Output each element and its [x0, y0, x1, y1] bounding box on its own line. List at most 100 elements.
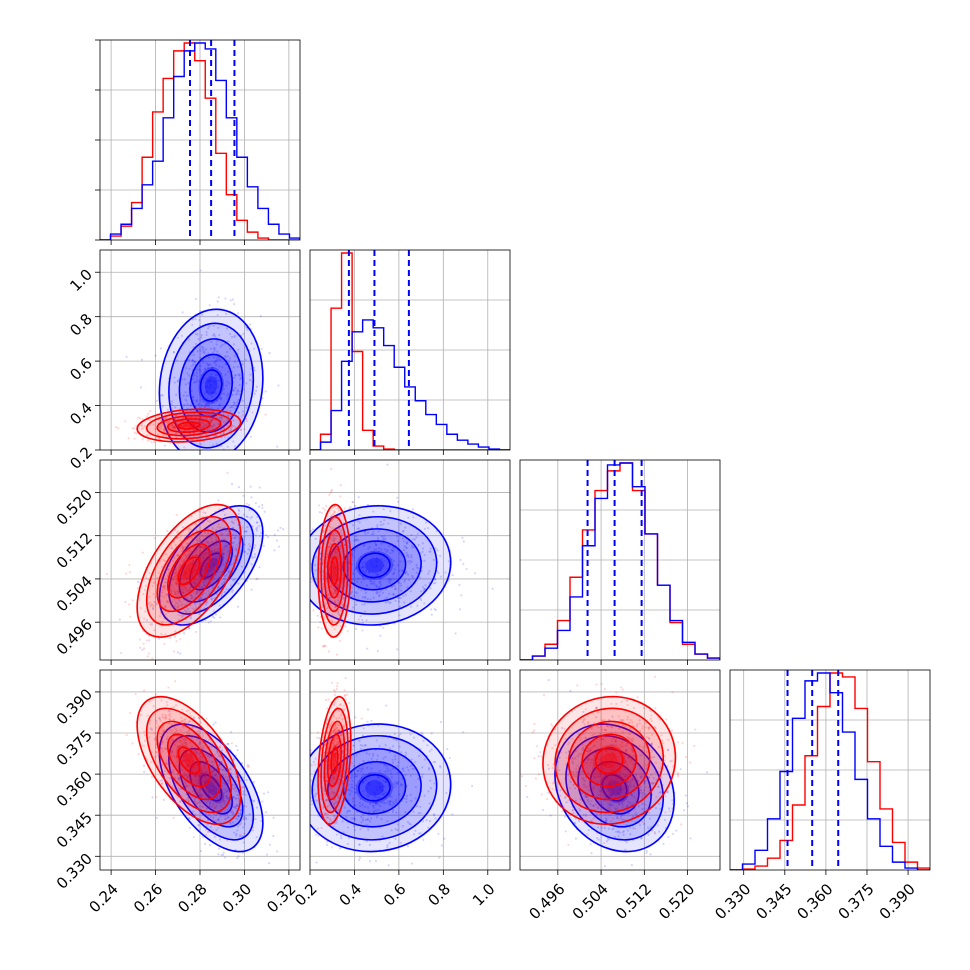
scatter-point	[240, 565, 244, 568]
scatter-point	[228, 768, 231, 771]
scatter-point	[388, 592, 391, 595]
scatter-point	[328, 573, 331, 576]
scatter-point	[344, 561, 347, 564]
scatter-point	[227, 454, 229, 456]
scatter-point	[354, 603, 358, 606]
scatter-point	[149, 418, 152, 422]
scatter-point	[212, 769, 215, 772]
scatter-point	[165, 737, 168, 740]
scatter-point	[318, 737, 321, 740]
scatter-point	[192, 563, 195, 566]
scatter-point	[210, 373, 213, 376]
scatter-point	[430, 613, 433, 616]
scatter-point	[184, 742, 187, 745]
scatter-point	[173, 426, 176, 429]
scatter-point	[175, 444, 178, 448]
scatter-point	[168, 435, 171, 438]
scatter-point	[200, 545, 203, 548]
scatter-point	[302, 468, 304, 470]
scatter-point	[194, 579, 197, 582]
scatter-point	[171, 738, 175, 742]
scatter-point	[188, 712, 192, 715]
scatter-point	[131, 427, 134, 430]
scatter-point	[415, 536, 418, 539]
scatter-point	[186, 733, 189, 736]
scatter-point	[236, 814, 240, 818]
scatter-point	[184, 750, 187, 753]
scatter-point	[167, 430, 171, 433]
scatter-point	[354, 716, 357, 719]
scatter-point	[175, 594, 178, 597]
scatter-point	[163, 596, 166, 599]
scatter-point	[133, 426, 136, 430]
scatter-point	[191, 759, 194, 763]
scatter-point	[235, 544, 238, 547]
scatter-point	[323, 618, 326, 621]
scatter-point	[335, 586, 339, 589]
scatter-point	[187, 359, 190, 362]
scatter-point	[265, 853, 269, 856]
scatter-point	[188, 627, 191, 630]
scatter-point	[240, 415, 243, 418]
scatter-point	[177, 618, 180, 621]
scatter-point	[183, 403, 186, 406]
scatter-point	[220, 554, 224, 557]
scatter-point	[142, 689, 146, 692]
scatter-point	[363, 571, 366, 574]
density-contour	[189, 760, 234, 815]
scatter-point	[310, 529, 313, 533]
scatter-point	[206, 526, 209, 529]
scatter-point	[222, 427, 226, 430]
scatter-point	[163, 605, 166, 608]
scatter-point	[212, 414, 215, 417]
scatter-point	[224, 342, 227, 345]
scatter-point	[215, 548, 218, 551]
scatter-point	[363, 596, 367, 599]
scatter-point	[182, 591, 185, 594]
scatter-point	[375, 565, 378, 568]
scatter-point	[234, 807, 237, 810]
scatter-point	[393, 584, 397, 588]
scatter-point	[234, 445, 237, 448]
scatter-point	[163, 584, 166, 587]
scatter-point	[162, 730, 165, 733]
scatter-point	[184, 571, 187, 574]
scatter-point	[182, 719, 185, 722]
scatter-point	[259, 315, 262, 318]
scatter-point	[212, 563, 216, 566]
scatter-point	[207, 379, 210, 382]
scatter-point	[164, 748, 167, 751]
scatter-point	[198, 780, 201, 783]
scatter-point	[197, 419, 201, 423]
scatter-point	[201, 734, 204, 737]
scatter-point	[160, 782, 164, 785]
scatter-point	[180, 739, 183, 743]
scatter-point	[186, 413, 189, 416]
scatter-point	[172, 771, 175, 774]
scatter-point	[202, 572, 205, 575]
scatter-point	[369, 598, 372, 601]
scatter-point	[248, 549, 251, 552]
scatter-point	[173, 576, 176, 579]
scatter-point	[163, 769, 166, 772]
scatter-point	[161, 713, 164, 716]
scatter-point	[202, 417, 205, 420]
hist-panel-0	[95, 39, 301, 245]
scatter-point	[235, 548, 238, 552]
scatter-point	[217, 499, 220, 502]
scatter-point	[245, 515, 248, 518]
scatter-point	[311, 528, 315, 531]
scatter-point	[311, 579, 315, 582]
scatter-point	[172, 426, 175, 429]
scatter-point	[203, 368, 206, 371]
scatter-point	[197, 781, 200, 785]
scatter-point	[239, 835, 242, 838]
scatter-point	[148, 736, 151, 739]
scatter-point	[161, 750, 164, 753]
scatter-point	[165, 762, 168, 765]
scatter-point	[357, 858, 361, 862]
scatter-point	[213, 347, 216, 350]
scatter-point	[331, 539, 334, 542]
scatter-point	[162, 417, 165, 421]
scatter-point	[209, 843, 212, 847]
